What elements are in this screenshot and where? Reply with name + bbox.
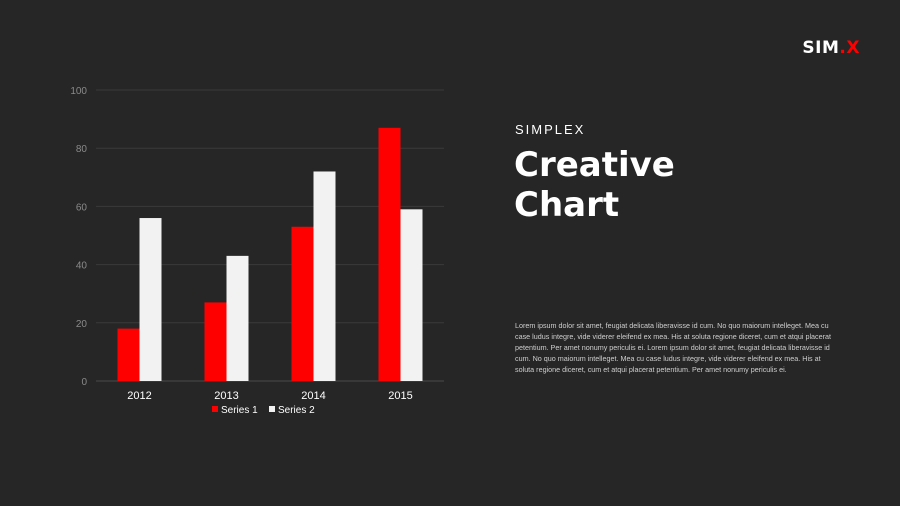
bar-series-2 <box>139 218 162 381</box>
title-line-1: Creative <box>514 145 675 185</box>
description-paragraph: Lorem ipsum dolor sit amet, feugiat deli… <box>515 321 832 374</box>
bar-chart: 0 20 40 60 80 100 2012 2013 2014 2015 Series 1 Seri… <box>60 80 460 430</box>
y-tick-label: 100 <box>70 86 87 97</box>
x-tick-label: 2014 <box>301 390 325 402</box>
legend-swatch <box>212 406 218 412</box>
y-tick-label: 0 <box>81 377 87 388</box>
logo-accent-dot: . <box>839 38 847 58</box>
x-tick-label: 2015 <box>388 390 412 402</box>
title-line-2: Chart <box>514 185 620 225</box>
y-tick-label: 80 <box>76 144 88 155</box>
page-title: Creative Chart <box>514 145 814 225</box>
bar-series-1 <box>117 328 140 381</box>
bar-series-2 <box>226 255 249 381</box>
y-tick-label: 20 <box>76 319 88 330</box>
bar-series-1 <box>378 127 401 381</box>
bar-series-1 <box>291 226 314 381</box>
bar-series-1 <box>204 302 227 381</box>
bar-series-2 <box>400 209 423 381</box>
legend-label: Series 2 <box>278 405 315 416</box>
bar-chart-svg: 0 20 40 60 80 100 2012 2013 2014 2015 Series 1 Seri… <box>70 86 444 416</box>
logo-accent-text: X <box>846 38 860 58</box>
y-tick-label: 40 <box>76 261 88 272</box>
section-kicker: SIMPLEX <box>515 122 586 137</box>
brand-logo: SIM.X <box>802 38 860 58</box>
logo-main-text: SIM <box>802 38 840 58</box>
x-tick-label: 2012 <box>127 390 151 402</box>
legend-label: Series 1 <box>221 405 258 416</box>
legend-swatch <box>269 406 275 412</box>
bar-series-2 <box>313 171 336 381</box>
y-tick-label: 60 <box>76 202 88 213</box>
x-tick-label: 2013 <box>214 390 238 402</box>
